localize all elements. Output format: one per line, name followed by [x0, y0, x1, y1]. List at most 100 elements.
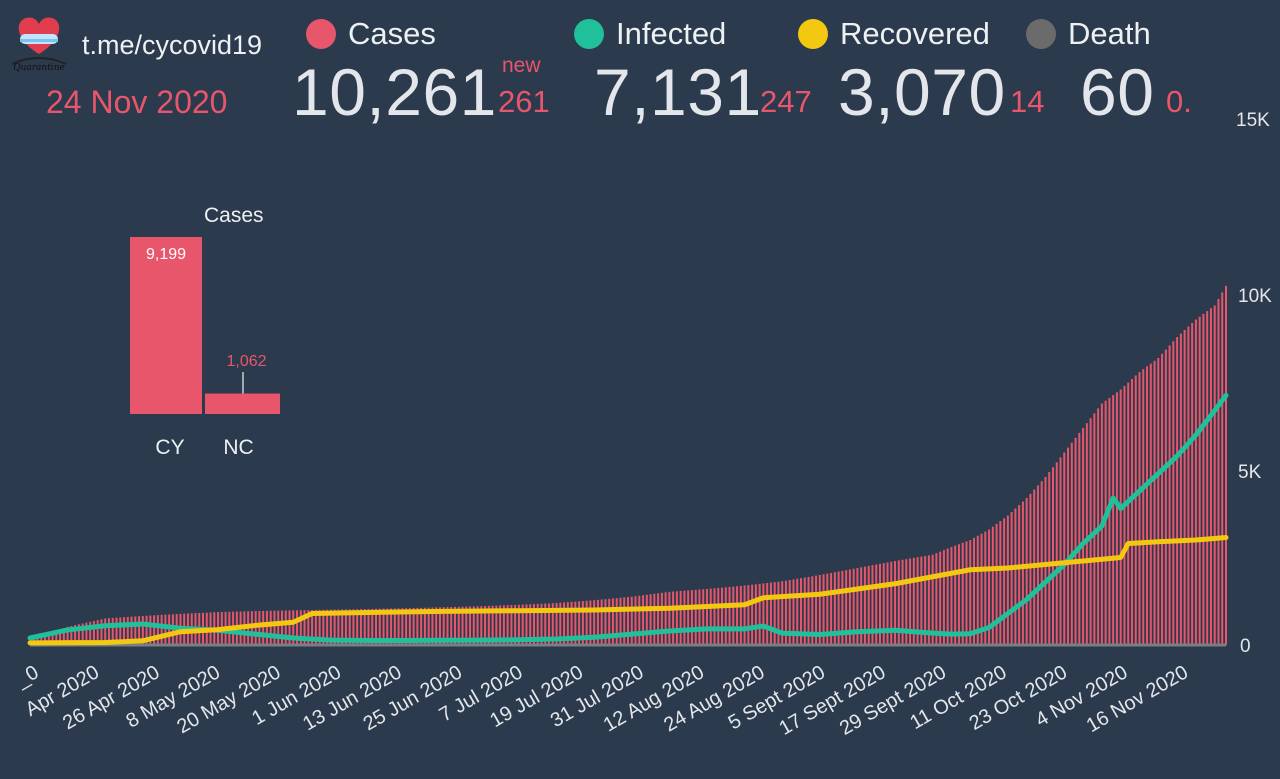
cases-bar	[258, 610, 261, 645]
cases-bar	[123, 617, 126, 645]
cases-bar	[1074, 437, 1077, 645]
cases-bar	[44, 635, 47, 645]
cases-bar	[375, 608, 378, 645]
cases-bar	[593, 600, 596, 645]
cases-bar	[130, 616, 133, 645]
cases-bar	[311, 610, 314, 645]
cases-bar	[574, 601, 577, 645]
cases-bar	[901, 559, 904, 645]
cases-bar	[920, 556, 923, 645]
cases-bar	[702, 589, 705, 645]
cases-bar	[74, 625, 77, 645]
cases-bar	[1198, 316, 1201, 645]
cases-bar	[939, 551, 942, 645]
cases-bar	[976, 535, 979, 645]
cases-bar	[848, 569, 851, 645]
cases-bar	[570, 601, 573, 645]
cases-bar	[442, 607, 445, 645]
cases-bar	[1067, 447, 1070, 645]
cases-bar	[326, 609, 329, 645]
cases-bar	[55, 631, 58, 645]
cases-bar	[762, 583, 765, 645]
cases-bar	[1191, 323, 1194, 645]
cases-bar	[841, 570, 844, 645]
cases-bar	[47, 633, 50, 645]
cases-bar	[935, 553, 938, 645]
cases-bar	[942, 550, 945, 645]
cases-bar	[969, 540, 972, 645]
mini-value-label: 1,062	[226, 353, 266, 370]
channel-link[interactable]: t.me/cycovid19	[82, 30, 263, 60]
cases-bar	[608, 598, 611, 645]
cases-bar	[777, 581, 780, 645]
cases-bar	[81, 623, 84, 645]
mini-bar-nc	[205, 393, 280, 414]
cases-bar	[705, 589, 708, 645]
cases-bar	[1176, 337, 1179, 645]
cases-bar	[698, 589, 701, 645]
cases-bar	[875, 564, 878, 645]
cases-bar	[732, 586, 735, 645]
cases-bar	[585, 600, 588, 645]
cases-bar	[59, 629, 62, 645]
death-new: 0.	[1166, 84, 1192, 119]
cases-bar	[307, 610, 310, 645]
cases-bar	[412, 608, 415, 645]
cases-bar	[1134, 375, 1137, 645]
cases-bar	[1142, 369, 1145, 645]
cases-bar	[164, 614, 167, 645]
recovered-line	[27, 535, 1229, 646]
cases-bar	[886, 562, 889, 645]
cases-bar	[1130, 379, 1133, 645]
cases-bar	[611, 598, 614, 645]
cases-bar	[645, 594, 648, 645]
cases-bar	[318, 609, 321, 645]
cases-bar	[1085, 423, 1088, 645]
cases-bar	[1021, 501, 1024, 645]
cases-bar	[314, 609, 317, 645]
recovered-dot-icon	[798, 19, 828, 49]
cases-bar	[1206, 311, 1209, 645]
cases-bar	[1078, 432, 1081, 645]
cases-bar	[277, 610, 280, 645]
cases-bar	[510, 605, 513, 645]
cases-bar	[115, 617, 118, 645]
cases-bar	[1157, 358, 1160, 645]
cases-bar	[815, 575, 818, 645]
legend-cases-label: Cases	[348, 16, 436, 51]
infected-line	[27, 392, 1229, 643]
cases-bar	[1209, 308, 1212, 645]
cases-bar	[845, 570, 848, 645]
cases-bar	[878, 563, 881, 645]
cases-bar	[1149, 363, 1152, 645]
cases-bar	[897, 560, 900, 645]
cases-bar	[484, 606, 487, 645]
cases-bar	[273, 610, 276, 645]
cases-bar	[649, 594, 652, 645]
cases-bar	[1194, 319, 1197, 645]
cases-bar	[341, 609, 344, 645]
cases-bar	[408, 608, 411, 645]
cases-bar	[453, 606, 456, 645]
cases-bar	[709, 588, 712, 645]
cases-bar	[995, 523, 998, 645]
cases-bar	[153, 615, 156, 645]
x-tick-label: _0	[11, 661, 42, 692]
cases-bar	[450, 606, 453, 645]
cases-bar	[833, 572, 836, 645]
cases-bar	[269, 610, 272, 645]
cases-bar	[1202, 313, 1205, 645]
cases-bar	[1029, 493, 1032, 645]
cases-bar	[495, 605, 498, 645]
cases-bar	[446, 607, 449, 645]
cases-bar	[1018, 505, 1021, 645]
cases-bar	[596, 599, 599, 645]
cases-bar	[905, 559, 908, 645]
cases-bar	[717, 587, 720, 645]
cases-bar	[265, 610, 268, 645]
cases-bar	[1221, 292, 1224, 645]
cases-bar	[931, 554, 934, 645]
cases-bar	[96, 620, 99, 645]
cases-bar	[619, 597, 622, 645]
